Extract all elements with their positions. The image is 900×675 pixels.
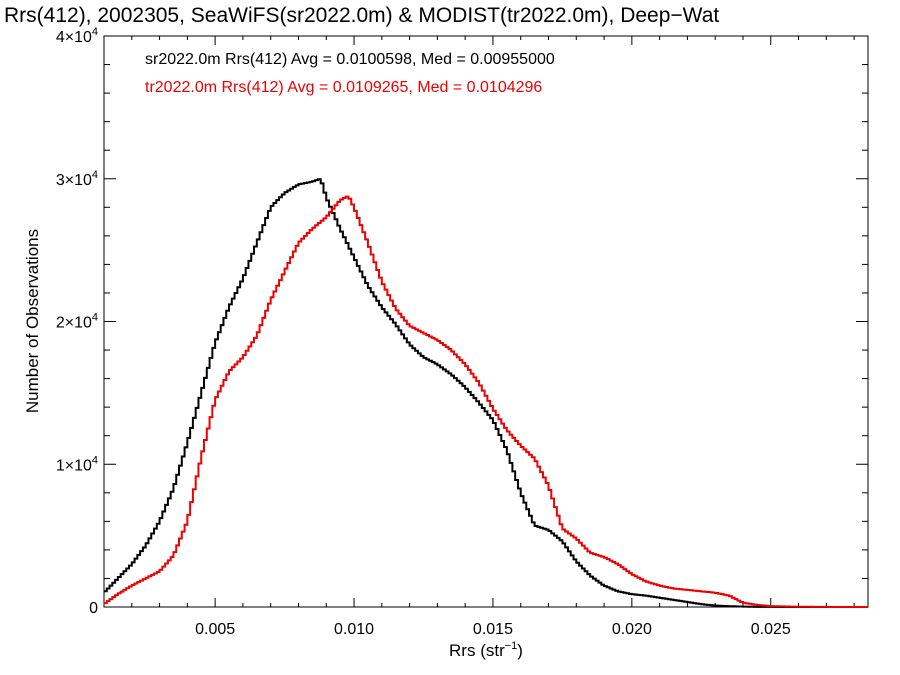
- x-tick-label: 0.025: [751, 621, 791, 638]
- y-tick-mantissa: 4×10: [56, 29, 92, 46]
- plot-area: [103, 35, 869, 608]
- x-tick-label: 0.015: [473, 621, 513, 638]
- y-tick-label: 0: [89, 600, 98, 617]
- y-tick-exponent: 4: [92, 169, 98, 181]
- y-tick-exponent: 4: [92, 312, 98, 324]
- histogram-series-sr2022: [104, 178, 868, 608]
- y-axis-label: Number of Observations: [23, 229, 42, 413]
- annotation-sr2022: sr2022.0m Rrs(412) Avg = 0.0100598, Med …: [145, 51, 555, 68]
- x-tick-label: 0.010: [334, 621, 374, 638]
- histogram-series-tr2022: [104, 195, 868, 608]
- y-tick-exponent: 4: [92, 454, 98, 466]
- series-group: [104, 178, 868, 608]
- y-tick-mantissa: 3×10: [56, 172, 92, 189]
- x-axis-label: Rrs (str−1): [449, 640, 523, 660]
- annotation-tr2022: tr2022.0m Rrs(412) Avg = 0.0109265, Med …: [145, 79, 542, 96]
- y-tick-label: 1×104: [56, 454, 98, 474]
- chart-title: Rrs(412), 2002305, SeaWiFS(sr2022.0m) & …: [4, 4, 719, 27]
- x-tick-label: 0.020: [612, 621, 652, 638]
- x-axis-label-close: ): [517, 641, 523, 660]
- x-tick-label: 0.005: [195, 621, 235, 638]
- plot-frame: [103, 35, 869, 608]
- y-tick-label: 3×104: [56, 169, 98, 189]
- y-tick-exponent: 4: [92, 26, 98, 38]
- y-tick-mantissa: 2×10: [56, 315, 92, 332]
- x-axis: 0.005 0.010 0.015 0.020 0.025: [131, 36, 855, 638]
- y-tick-label: 2×104: [56, 312, 98, 332]
- y-tick-label: 4×104: [56, 26, 98, 46]
- y-tick-mantissa: 1×10: [56, 457, 92, 474]
- x-axis-label-sup: −1: [505, 640, 518, 652]
- x-axis-label-main: Rrs (str: [449, 641, 505, 660]
- y-tick-mantissa: 0: [89, 600, 98, 617]
